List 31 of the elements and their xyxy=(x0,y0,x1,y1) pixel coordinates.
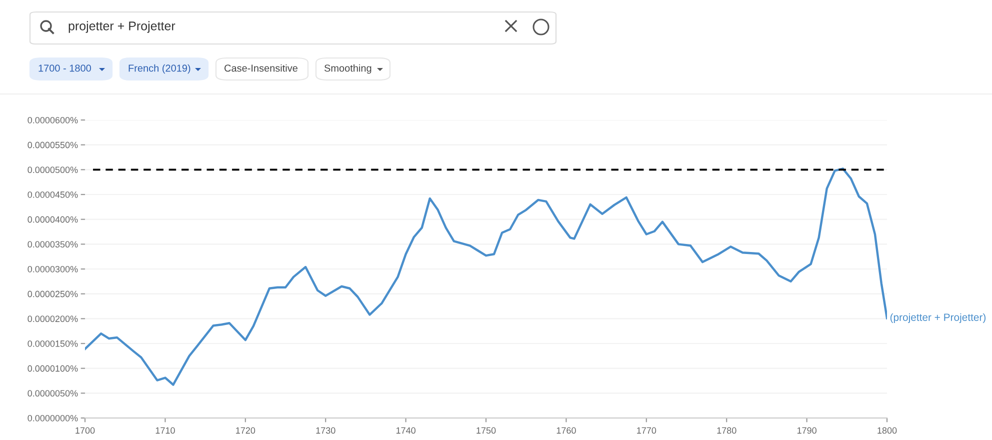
y-tick-label: 0.0000000% xyxy=(28,414,78,422)
text: French (2019) xyxy=(128,64,190,74)
text: projetter + Projetter xyxy=(68,21,176,33)
x-tick-label: 1760 xyxy=(556,427,576,434)
series-label: (projetter + Projetter) xyxy=(890,313,986,324)
x-tick-label: 1700 xyxy=(76,427,95,434)
x-tick-label: 1720 xyxy=(236,427,256,434)
text: 1700 - 1800 xyxy=(38,64,91,72)
x-tick-label: 1780 xyxy=(717,427,736,434)
x-tick-label: 1800 xyxy=(878,427,897,434)
x-tick-label: 1750 xyxy=(476,427,496,434)
x-tick-label: 1770 xyxy=(637,427,656,434)
y-tick-label: 0.0000150% xyxy=(28,340,78,347)
x-tick-label: 1740 xyxy=(396,427,416,434)
y-tick-label: 0.0000050% xyxy=(28,390,78,397)
x-tick-label: 1730 xyxy=(316,427,336,434)
y-tick-label: 0.0000350% xyxy=(28,241,78,248)
x-tick-label: 1790 xyxy=(797,427,816,434)
y-tick-label: 0.0000400% xyxy=(28,216,78,223)
y-tick-label: 0.0000450% xyxy=(28,191,78,198)
y-tick-label: 0.0000100% xyxy=(28,365,78,372)
y-tick-label: 0.0000600% xyxy=(28,116,78,124)
y-tick-label: 0.0000200% xyxy=(28,316,78,322)
text: Smoothing xyxy=(324,64,372,74)
y-tick-label: 0.0000250% xyxy=(28,290,78,298)
x-tick-label: 1710 xyxy=(156,427,175,434)
y-tick-label: 0.0000300% xyxy=(28,266,78,272)
y-tick-label: 0.0000500% xyxy=(28,166,78,174)
text: Case-Insensitive xyxy=(224,64,298,72)
line-series xyxy=(85,168,887,386)
y-tick-label: 0.0000550% xyxy=(28,142,78,148)
